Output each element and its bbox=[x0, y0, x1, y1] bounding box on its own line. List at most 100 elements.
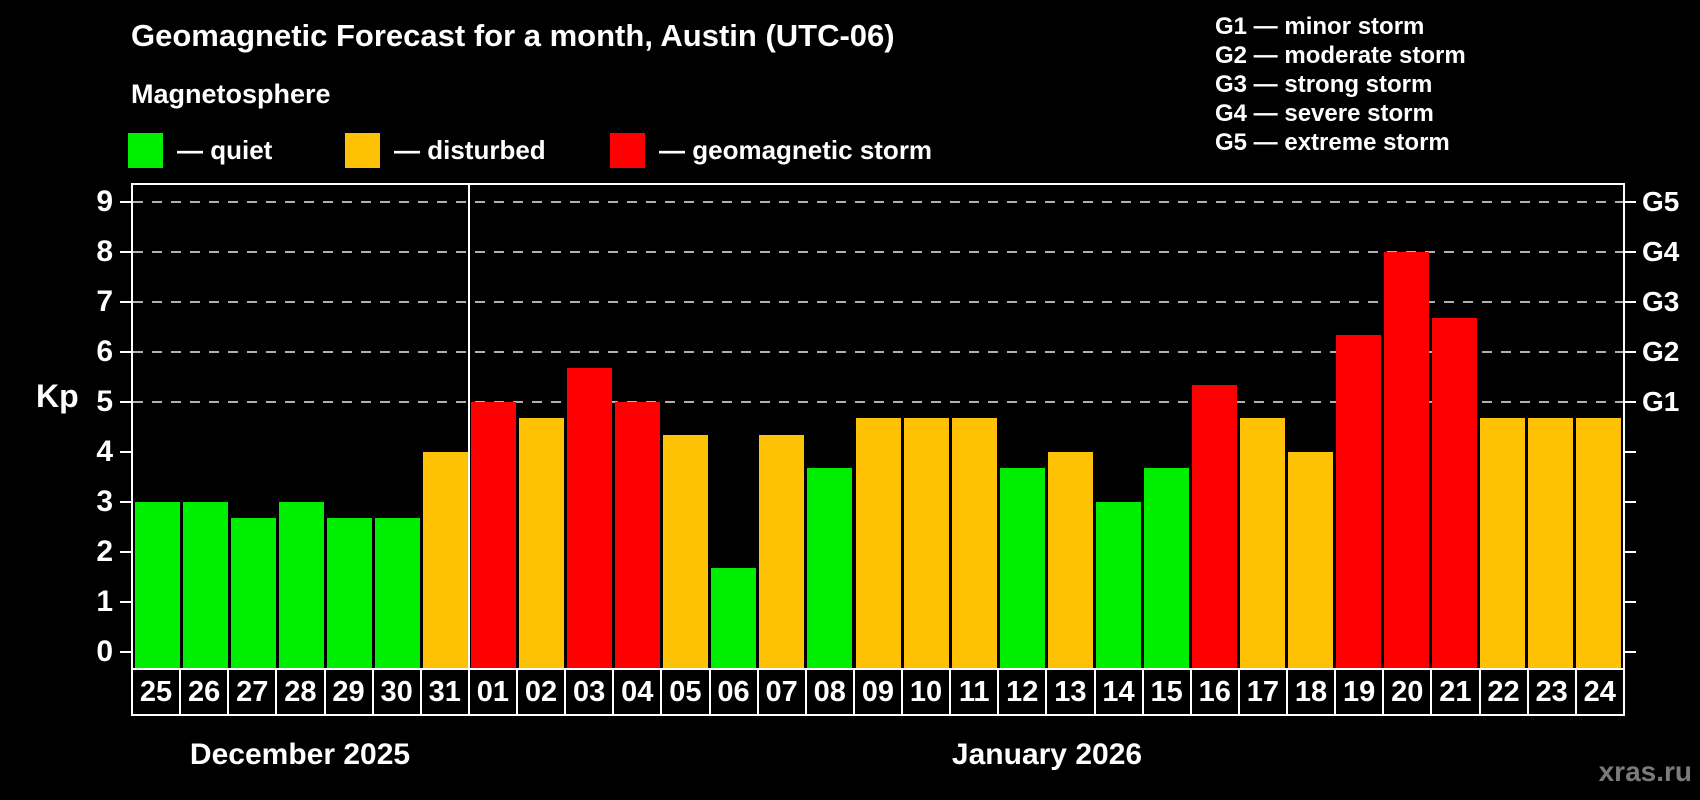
kp-bar-day-18 bbox=[1288, 451, 1334, 668]
month-separator-line bbox=[468, 185, 471, 668]
y-tick-label: 2 bbox=[96, 534, 113, 568]
kp-bar-day-29 bbox=[326, 518, 372, 668]
day-label-cell: 06 bbox=[708, 668, 759, 716]
kp-bar-day-04 bbox=[615, 401, 661, 668]
day-label-cell: 08 bbox=[804, 668, 855, 716]
y-axis-title: Kp bbox=[36, 378, 79, 414]
gridline-kp5 bbox=[133, 400, 1623, 403]
y-tick-label: 4 bbox=[96, 434, 113, 468]
kp-bar-day-08 bbox=[807, 468, 853, 668]
y-tick bbox=[120, 650, 131, 653]
kp-bar-day-12 bbox=[999, 468, 1045, 668]
kp-bar-day-02 bbox=[519, 418, 565, 668]
day-label-cell: 10 bbox=[901, 668, 952, 716]
g-level-label-G1: G1 bbox=[1642, 385, 1680, 417]
day-label-cell: 26 bbox=[179, 668, 230, 716]
day-label-cell: 18 bbox=[1286, 668, 1337, 716]
kp-bar-day-22 bbox=[1480, 418, 1526, 668]
kp-bar-day-09 bbox=[855, 418, 901, 668]
kp-bar-day-16 bbox=[1191, 385, 1237, 668]
day-label-cell: 14 bbox=[1093, 668, 1144, 716]
day-label-cell: 03 bbox=[564, 668, 615, 716]
legend-label-disturbed: — disturbed bbox=[394, 135, 546, 165]
g-level-label-G2: G2 bbox=[1642, 335, 1680, 367]
day-label-cell: 01 bbox=[467, 668, 518, 716]
day-label-cell: 31 bbox=[419, 668, 470, 716]
day-label-cell: 02 bbox=[516, 668, 567, 716]
right-tick bbox=[1625, 300, 1636, 303]
kp-bar-day-03 bbox=[567, 368, 613, 668]
y-tick bbox=[120, 200, 131, 203]
legend-item-quiet: — quiet bbox=[128, 133, 272, 168]
y-tick bbox=[120, 450, 131, 453]
kp-bar-day-11 bbox=[951, 418, 997, 668]
y-tick-label: 6 bbox=[96, 334, 113, 368]
g-level-label-G3: G3 bbox=[1642, 285, 1680, 317]
day-label-cell: 11 bbox=[949, 668, 1000, 716]
kp-bar-day-05 bbox=[663, 435, 709, 668]
g-legend-line: G5 — extreme storm bbox=[1215, 129, 1450, 156]
day-label-cell: 30 bbox=[371, 668, 422, 716]
y-tick bbox=[120, 500, 131, 503]
gridline-kp6 bbox=[133, 350, 1623, 353]
right-tick bbox=[1625, 400, 1636, 403]
day-label-cell: 17 bbox=[1237, 668, 1288, 716]
day-label-cell: 07 bbox=[756, 668, 807, 716]
kp-bar-day-07 bbox=[759, 435, 805, 668]
y-tick-label: 5 bbox=[96, 384, 113, 418]
kp-bar-day-01 bbox=[470, 401, 516, 668]
day-label-cell: 05 bbox=[660, 668, 711, 716]
day-label-cell: 16 bbox=[1189, 668, 1240, 716]
y-tick-label: 1 bbox=[96, 584, 113, 618]
kp-bar-day-21 bbox=[1432, 318, 1478, 668]
y-tick bbox=[120, 300, 131, 303]
y-tick bbox=[120, 350, 131, 353]
y-tick bbox=[120, 250, 131, 253]
day-label-cell: 20 bbox=[1382, 668, 1433, 716]
kp-bar-day-20 bbox=[1384, 251, 1430, 668]
right-tick bbox=[1625, 550, 1636, 553]
right-tick bbox=[1625, 500, 1636, 503]
y-tick-label: 0 bbox=[96, 634, 113, 668]
g-scale-legend: G1 — minor storm G2 — moderate storm G3 — … bbox=[1215, 12, 1466, 157]
right-tick bbox=[1625, 350, 1636, 353]
y-tick-label: 3 bbox=[96, 484, 113, 518]
y-tick-label: 8 bbox=[96, 234, 113, 268]
kp-bar-day-27 bbox=[230, 518, 276, 668]
gridline-kp9 bbox=[133, 200, 1623, 203]
day-label-cell: 27 bbox=[227, 668, 278, 716]
day-label-cell: 29 bbox=[323, 668, 374, 716]
kp-bar-day-23 bbox=[1528, 418, 1574, 668]
kp-bar-day-25 bbox=[134, 501, 180, 668]
day-label-cell: 23 bbox=[1526, 668, 1577, 716]
day-label-cell: 22 bbox=[1478, 668, 1529, 716]
month-label-december: December 2025 bbox=[189, 738, 411, 771]
kp-bar-day-17 bbox=[1240, 418, 1286, 668]
kp-bar-day-15 bbox=[1143, 468, 1189, 668]
y-tick bbox=[120, 600, 131, 603]
kp-bar-day-06 bbox=[711, 568, 757, 668]
kp-bar-day-31 bbox=[422, 451, 468, 668]
g-level-label-G4: G4 bbox=[1642, 235, 1680, 267]
kp-bar-day-19 bbox=[1336, 335, 1382, 668]
plot-area bbox=[131, 183, 1625, 668]
right-tick bbox=[1625, 250, 1636, 253]
gridline-kp7 bbox=[133, 300, 1623, 303]
g-legend-line: G1 — minor storm bbox=[1215, 13, 1425, 40]
right-tick bbox=[1625, 600, 1636, 603]
kp-bar-day-24 bbox=[1576, 418, 1622, 668]
right-tick bbox=[1625, 650, 1636, 653]
y-tick-label: 7 bbox=[96, 284, 113, 318]
y-tick-label: 9 bbox=[96, 184, 113, 218]
gridline-kp8 bbox=[133, 250, 1623, 253]
day-label-cell: 24 bbox=[1574, 668, 1625, 716]
day-label-cell: 12 bbox=[997, 668, 1048, 716]
day-label-cell: 21 bbox=[1430, 668, 1481, 716]
g-legend-line: G4 — severe storm bbox=[1215, 100, 1434, 127]
kp-bar-day-30 bbox=[374, 518, 420, 668]
watermark: xras.ru bbox=[1598, 756, 1692, 787]
legend-item-disturbed: — disturbed bbox=[345, 133, 546, 168]
kp-bar-day-14 bbox=[1095, 501, 1141, 668]
storm-color-swatch bbox=[610, 133, 645, 168]
